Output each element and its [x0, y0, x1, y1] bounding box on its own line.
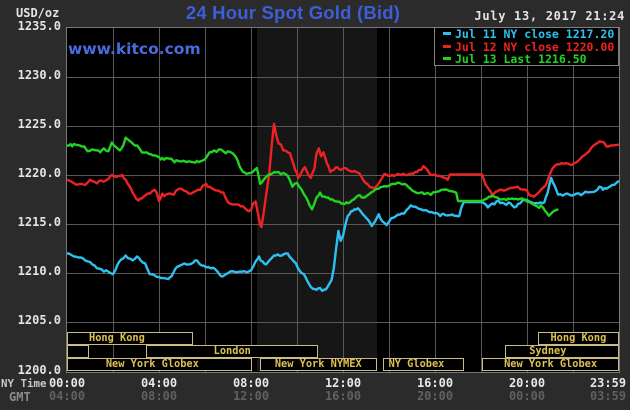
gmt-row-label: GMT	[9, 390, 31, 404]
legend-label: Jul 11 NY close 1217.20	[455, 27, 615, 41]
gridline-vertical	[251, 27, 252, 372]
x-tick-ny: 04:00	[140, 376, 178, 390]
x-tick-gmt: 12:00	[232, 389, 270, 403]
chart-datetime: July 13, 2017 21:24	[474, 9, 625, 23]
x-tick-gmt: 16:00	[324, 389, 362, 403]
gridline-vertical	[481, 27, 482, 372]
y-tick-label: 1225.0	[17, 116, 61, 131]
x-tick-ny: 23:59	[589, 376, 627, 390]
y-tick-label: 1200.0	[17, 362, 61, 377]
gridline-horizontal	[67, 125, 619, 127]
session-box: Hong Kong	[67, 332, 193, 346]
gridline-horizontal	[67, 224, 619, 226]
session-box	[67, 345, 89, 359]
plot-border	[66, 27, 620, 373]
x-tick-ny: 16:00	[416, 376, 454, 390]
x-tick-ny: 08:00	[232, 376, 270, 390]
gridline-vertical	[205, 27, 206, 372]
ny-time-row-label: NY Time	[1, 377, 47, 390]
gridline-vertical	[113, 27, 114, 372]
series-jul-12	[66, 122, 620, 229]
legend-label: Jul 12 NY close 1220.00	[455, 39, 615, 54]
x-tick-ny: 12:00	[324, 376, 362, 390]
gridline-vertical	[573, 27, 574, 372]
x-tick-gmt: 03:59	[589, 389, 627, 403]
legend-dash-icon	[443, 32, 451, 35]
y-axis-unit-label: USD/oz	[16, 6, 60, 20]
session-box: New York Globex	[482, 358, 619, 372]
x-tick-gmt: 00:00	[508, 389, 546, 403]
gridline-vertical	[389, 27, 390, 372]
legend-row: Jul 11 NY close 1217.20	[435, 28, 618, 41]
x-tick-gmt: 04:00	[48, 389, 86, 403]
gridline-vertical	[343, 27, 344, 372]
gridline-vertical	[297, 27, 298, 372]
x-tick-gmt: 08:00	[140, 389, 178, 403]
gridline-horizontal	[67, 322, 619, 324]
y-tick-label: 1220.0	[17, 165, 61, 180]
x-tick-ny: 00:00	[48, 376, 86, 390]
y-tick-label: 1210.0	[17, 264, 61, 279]
y-tick-label: 1230.0	[17, 67, 61, 82]
session-box: Sydney	[504, 345, 619, 359]
x-tick-ny: 20:00	[508, 376, 546, 390]
legend-label: Jul 13 Last 1216.50	[455, 52, 587, 67]
legend-row: Jul 13 Last 1216.50	[435, 53, 618, 66]
legend-dash-icon	[443, 44, 451, 48]
chart-title: 24 Hour Spot Gold (Bid)	[185, 2, 401, 23]
y-tick-label: 1215.0	[17, 215, 61, 230]
kitco-watermark[interactable]: www.kitco.com	[68, 40, 201, 58]
session-box: London	[146, 345, 319, 359]
gridline-horizontal	[67, 174, 619, 176]
x-tick-gmt: 20:00	[416, 389, 454, 403]
gridline-horizontal	[67, 76, 619, 78]
legend-box: Jul 11 NY close 1217.20 Jul 12 NY close 1…	[434, 27, 619, 66]
gridline-vertical	[435, 27, 436, 372]
session-box: New York NYMEX	[259, 358, 377, 372]
gridline-horizontal	[67, 273, 619, 275]
series-jul-13	[66, 136, 559, 217]
y-tick-label: 1205.0	[17, 313, 61, 328]
session-box: New York Globex	[67, 358, 252, 372]
session-box: Hong Kong	[537, 332, 619, 346]
legend-row: Jul 12 NY close 1220.00	[435, 41, 618, 54]
legend-dash-icon	[443, 57, 451, 61]
y-tick-label: 1235.0	[17, 18, 61, 33]
session-box: NY Globex	[382, 358, 465, 372]
